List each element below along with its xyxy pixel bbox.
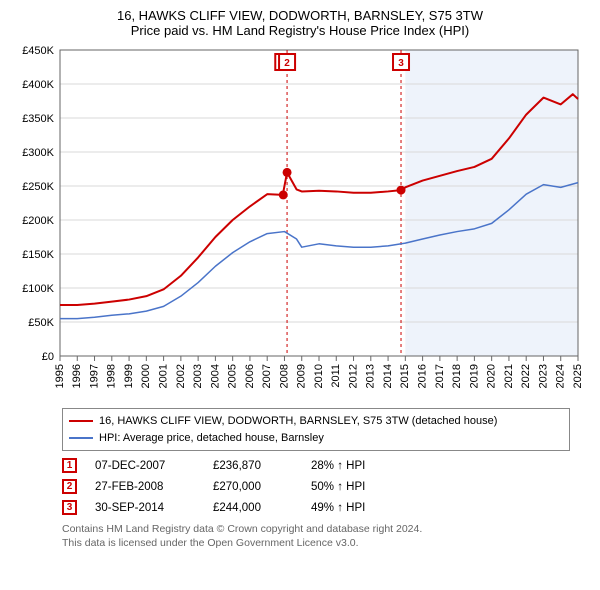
svg-text:2011: 2011 [330, 364, 342, 388]
svg-text:2022: 2022 [520, 364, 532, 388]
chart-title: 16, HAWKS CLIFF VIEW, DODWORTH, BARNSLEY… [10, 8, 590, 23]
legend-row: 16, HAWKS CLIFF VIEW, DODWORTH, BARNSLEY… [69, 413, 563, 430]
svg-text:£350K: £350K [22, 113, 54, 125]
sale-hpi: 28% ↑ HPI [311, 460, 401, 472]
sale-date: 07-DEC-2007 [95, 460, 195, 472]
sale-date: 30-SEP-2014 [95, 502, 195, 514]
sale-hpi: 49% ↑ HPI [311, 502, 401, 514]
footer-line-1: Contains HM Land Registry data © Crown c… [62, 522, 570, 536]
sale-marker-box: 3 [62, 500, 77, 515]
svg-text:2014: 2014 [382, 364, 394, 388]
sale-marker-box: 1 [62, 458, 77, 473]
svg-text:2023: 2023 [537, 364, 549, 388]
sale-row: 3 30-SEP-2014 £244,000 49% ↑ HPI [62, 497, 570, 518]
footer-attribution: Contains HM Land Registry data © Crown c… [62, 522, 570, 550]
svg-text:2020: 2020 [486, 364, 498, 388]
chart-container: 16, HAWKS CLIFF VIEW, DODWORTH, BARNSLEY… [0, 0, 600, 558]
svg-text:2016: 2016 [417, 364, 429, 388]
sales-table: 1 07-DEC-2007 £236,870 28% ↑ HPI 2 27-FEB-200… [62, 455, 570, 518]
legend-row: HPI: Average price, detached house, Barn… [69, 430, 563, 447]
svg-text:2008: 2008 [278, 364, 290, 388]
svg-text:2024: 2024 [555, 364, 567, 388]
chart-subtitle: Price paid vs. HM Land Registry's House … [10, 23, 590, 38]
svg-text:2025: 2025 [572, 364, 584, 388]
footer-line-2: This data is licensed under the Open Gov… [62, 536, 570, 550]
svg-text:2006: 2006 [244, 364, 256, 388]
sale-marker-box: 2 [62, 479, 77, 494]
svg-text:1995: 1995 [54, 364, 66, 388]
line-chart: £0 £50K £100K £150K £200K £250K £300K £350K £400… [10, 42, 590, 402]
svg-text:2001: 2001 [158, 364, 170, 388]
svg-text:2005: 2005 [227, 364, 239, 388]
svg-text:2002: 2002 [175, 364, 187, 388]
svg-text:3: 3 [398, 58, 404, 69]
svg-text:2018: 2018 [451, 364, 463, 388]
svg-text:£0: £0 [42, 351, 54, 363]
svg-text:2013: 2013 [365, 364, 377, 388]
sale-row: 1 07-DEC-2007 £236,870 28% ↑ HPI [62, 455, 570, 476]
svg-text:1998: 1998 [106, 364, 118, 388]
sale-date: 27-FEB-2008 [95, 481, 195, 493]
sale-price: £270,000 [213, 481, 293, 493]
svg-text:1999: 1999 [123, 364, 135, 388]
svg-text:1996: 1996 [71, 364, 83, 388]
svg-text:2004: 2004 [209, 364, 221, 388]
legend-label: 16, HAWKS CLIFF VIEW, DODWORTH, BARNSLEY… [99, 413, 497, 430]
svg-text:2010: 2010 [313, 364, 325, 388]
svg-text:£100K: £100K [22, 283, 54, 295]
legend-label: HPI: Average price, detached house, Barn… [99, 430, 324, 447]
sale-price: £236,870 [213, 460, 293, 472]
svg-text:2019: 2019 [468, 364, 480, 388]
svg-text:£50K: £50K [28, 317, 54, 329]
sale-price: £244,000 [213, 502, 293, 514]
legend-swatch [69, 437, 93, 439]
svg-text:£150K: £150K [22, 249, 54, 261]
svg-text:£450K: £450K [22, 45, 54, 57]
svg-text:2009: 2009 [296, 364, 308, 388]
svg-text:2: 2 [284, 58, 290, 69]
svg-text:2012: 2012 [347, 364, 359, 388]
svg-text:£200K: £200K [22, 215, 54, 227]
legend-box: 16, HAWKS CLIFF VIEW, DODWORTH, BARNSLEY… [62, 408, 570, 451]
sale-hpi: 50% ↑ HPI [311, 481, 401, 493]
svg-text:2007: 2007 [261, 364, 273, 388]
svg-text:£300K: £300K [22, 147, 54, 159]
svg-text:2003: 2003 [192, 364, 204, 388]
svg-text:£400K: £400K [22, 79, 54, 91]
legend-swatch [69, 420, 93, 422]
svg-text:£250K: £250K [22, 181, 54, 193]
svg-text:2017: 2017 [434, 364, 446, 388]
svg-text:2021: 2021 [503, 364, 515, 388]
sale-row: 2 27-FEB-2008 £270,000 50% ↑ HPI [62, 476, 570, 497]
svg-text:2000: 2000 [140, 364, 152, 388]
svg-text:2015: 2015 [399, 364, 411, 388]
svg-text:1997: 1997 [88, 364, 100, 388]
